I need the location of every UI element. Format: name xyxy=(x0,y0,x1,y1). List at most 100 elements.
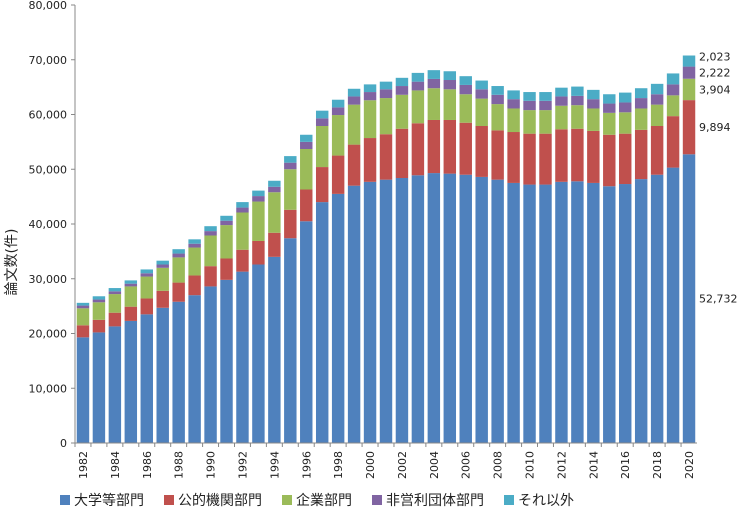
bar-nonprofit-2012 xyxy=(555,96,568,106)
bar-other-2011 xyxy=(539,92,552,101)
bar-nonprofit-1998 xyxy=(331,107,345,116)
bar-public-1991 xyxy=(220,258,233,280)
bar-public-2006 xyxy=(459,122,472,175)
bar-public-1995 xyxy=(284,209,297,239)
bar-public-1997 xyxy=(315,167,329,203)
y-tick-label: 40,000 xyxy=(29,218,68,231)
bar-public-2015 xyxy=(603,134,616,187)
bar-corp-1983 xyxy=(92,302,106,320)
bar-public-2013 xyxy=(571,128,584,182)
bar-nonprofit-1988 xyxy=(172,253,185,258)
bar-nonprofit-1982 xyxy=(76,305,90,309)
bar-univ-1997 xyxy=(315,202,329,443)
bar-public-2001 xyxy=(379,134,393,180)
bar-univ-2005 xyxy=(443,173,457,443)
stacked-bar-chart: 0 10,000 20,000 30,000 40,000 50,000 60,000 70,… xyxy=(4,0,738,479)
bar-corp-1991 xyxy=(220,225,233,259)
bar-univ-1998 xyxy=(331,193,345,443)
bar-nonprofit-2003 xyxy=(411,81,425,91)
annotation-public: 9,894 xyxy=(699,121,731,134)
bar-corp-2013 xyxy=(571,105,584,129)
bar-univ-2013 xyxy=(571,181,584,444)
bar-corp-1987 xyxy=(156,267,169,291)
bars xyxy=(76,55,696,444)
bar-public-1982 xyxy=(76,325,90,338)
bar-univ-1984 xyxy=(108,326,122,443)
legend-label: 公的機関部門 xyxy=(178,493,262,509)
bar-nonprofit-2017 xyxy=(634,98,648,109)
bar-other-2008 xyxy=(491,86,504,95)
y-axis: 0 10,000 20,000 30,000 40,000 50,000 60,000 70,… xyxy=(29,0,75,450)
annotation-univ: 52,732 xyxy=(699,293,738,306)
bar-corp-2019 xyxy=(666,95,680,117)
x-axis: 1982 1984 1986 1988 1990 1992 1994 1996 1998 2000… xyxy=(74,443,696,479)
bar-corp-2010 xyxy=(523,110,536,134)
bar-nonprofit-1983 xyxy=(92,299,106,303)
bar-other-2001 xyxy=(379,81,393,90)
bar-univ-2010 xyxy=(523,184,536,443)
bar-other-2009 xyxy=(507,90,520,100)
bar-other-2002 xyxy=(395,77,409,87)
bar-public-1984 xyxy=(108,312,122,327)
bar-public-1987 xyxy=(156,290,169,308)
bar-other-1995 xyxy=(284,156,297,163)
bar-public-1988 xyxy=(172,282,185,302)
bar-corp-2006 xyxy=(459,94,472,123)
bar-public-2017 xyxy=(634,129,648,180)
bar-corp-1982 xyxy=(76,308,90,326)
bar-corp-2000 xyxy=(363,100,377,139)
y-tick-label: 70,000 xyxy=(29,54,68,67)
bar-nonprofit-1992 xyxy=(236,207,249,213)
bar-univ-2001 xyxy=(379,179,393,443)
bar-other-1997 xyxy=(315,110,329,119)
annotation-nonprofit: 2,222 xyxy=(699,67,731,80)
bar-corp-1988 xyxy=(172,257,185,283)
bar-univ-1982 xyxy=(76,337,90,443)
x-tick-label: 2000 xyxy=(364,451,377,479)
legend-item-public: 公的機関部門 xyxy=(164,490,262,510)
y-tick-label: 50,000 xyxy=(29,163,68,176)
x-tick-label: 2016 xyxy=(619,451,632,479)
bar-corp-2018 xyxy=(650,104,664,126)
bar-nonprofit-2005 xyxy=(443,80,457,90)
legend: 大学等部門 公的機関部門 企業部門 非営利団体部門 それ以外 xyxy=(60,490,720,510)
bar-nonprofit-2013 xyxy=(571,95,584,106)
bar-corp-1990 xyxy=(204,235,217,267)
bar-corp-2005 xyxy=(443,89,457,120)
bar-other-2014 xyxy=(587,89,600,100)
y-tick-label: 10,000 xyxy=(29,382,68,395)
bar-corp-2020 xyxy=(682,78,696,101)
bar-corp-1993 xyxy=(252,201,265,241)
x-tick-label: 2004 xyxy=(428,451,441,479)
bar-public-1990 xyxy=(204,266,217,287)
bar-nonprofit-1994 xyxy=(268,186,281,193)
bar-nonprofit-2001 xyxy=(379,89,393,99)
x-tick-label: 2006 xyxy=(460,451,473,479)
bar-corp-2012 xyxy=(555,105,568,130)
bar-other-2003 xyxy=(411,72,425,82)
bar-univ-1987 xyxy=(156,307,169,443)
x-tick-label: 1988 xyxy=(173,451,186,479)
bar-corp-2011 xyxy=(539,110,552,134)
bar-univ-2009 xyxy=(507,182,520,443)
bar-other-1987 xyxy=(156,260,169,265)
bar-univ-2003 xyxy=(411,175,425,443)
bar-corp-2017 xyxy=(634,108,648,130)
bar-other-1993 xyxy=(252,190,265,197)
bar-other-2012 xyxy=(555,87,568,97)
x-tick-label: 1986 xyxy=(141,451,154,479)
bar-univ-2000 xyxy=(363,181,377,443)
bar-public-2007 xyxy=(475,125,488,177)
bar-nonprofit-2014 xyxy=(587,99,600,109)
bar-nonprofit-2002 xyxy=(395,86,409,95)
bar-public-1985 xyxy=(124,306,138,321)
y-tick-label: 20,000 xyxy=(29,328,68,341)
bar-public-1996 xyxy=(300,189,313,222)
bar-public-2012 xyxy=(555,129,568,182)
bar-corp-1984 xyxy=(108,294,122,313)
bar-nonprofit-2008 xyxy=(491,94,504,105)
bar-univ-2006 xyxy=(459,174,472,443)
bar-public-2009 xyxy=(507,132,520,183)
legend-swatch xyxy=(164,495,174,505)
legend-label: それ以外 xyxy=(518,493,574,509)
